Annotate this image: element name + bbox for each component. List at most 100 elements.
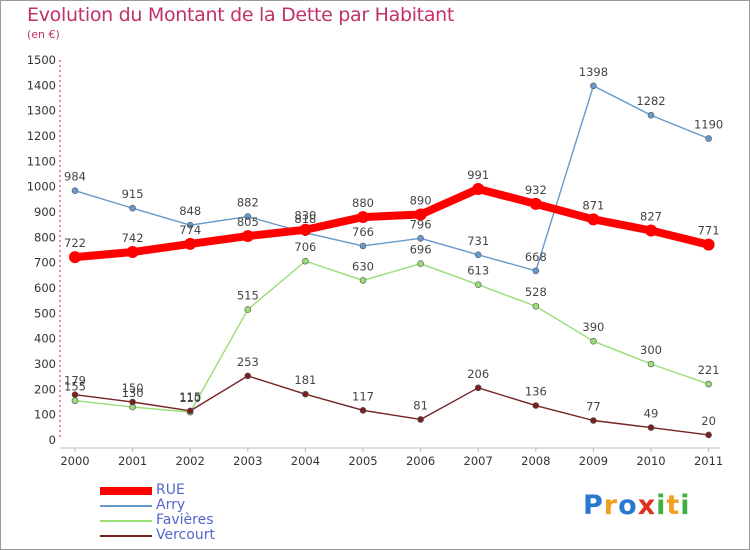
data-label-rue: 932 — [525, 183, 547, 197]
data-point-favières — [705, 380, 712, 388]
data-label-arry: 1282 — [636, 94, 665, 108]
series-line-favières — [74, 260, 710, 413]
data-point-arry — [71, 187, 79, 195]
x-tick-label: 2011 — [694, 454, 723, 468]
data-label-favières: 706 — [294, 240, 316, 254]
chart-unit-label: (en €) — [27, 28, 60, 41]
legend-item-rue: RUE — [100, 482, 300, 499]
data-label-arry: 882 — [237, 196, 259, 210]
data-label-favières: 221 — [698, 363, 720, 377]
data-label-rue: 991 — [467, 168, 489, 182]
data-label-rue: 871 — [582, 198, 604, 212]
data-point-favières — [474, 281, 482, 289]
data-label-vercourt: 150 — [122, 381, 144, 395]
data-label-rue: 830 — [294, 209, 316, 223]
x-tick-label: 2001 — [118, 454, 147, 468]
x-tick-label: 2008 — [521, 454, 550, 468]
data-label-rue: 722 — [64, 236, 86, 250]
data-label-rue: 805 — [237, 215, 259, 229]
logo-letter: x — [637, 490, 657, 521]
data-label-arry: 915 — [122, 187, 144, 201]
data-point-arry — [705, 135, 712, 142]
logo-letter: i — [656, 490, 667, 521]
data-point-rue — [414, 208, 427, 221]
y-tick-label: 1000 — [27, 180, 56, 194]
y-tick-label: 600 — [34, 281, 56, 295]
data-label-vercourt: 117 — [352, 389, 374, 403]
data-point-vercourt — [417, 416, 424, 423]
data-label-favières: 390 — [582, 320, 604, 334]
data-label-vercourt: 181 — [294, 373, 316, 387]
legend-swatch-rue — [100, 487, 152, 495]
data-label-vercourt: 253 — [237, 355, 259, 369]
data-label-vercourt: 49 — [644, 407, 659, 421]
legend-swatch-arry — [100, 505, 152, 507]
data-point-rue — [357, 211, 369, 224]
data-point-arry — [244, 213, 252, 220]
y-tick-label: 700 — [34, 256, 56, 270]
x-tick-label: 2000 — [60, 454, 89, 468]
data-label-favières: 155 — [64, 380, 86, 394]
data-point-vercourt — [474, 384, 482, 392]
data-point-vercourt — [590, 417, 597, 424]
data-label-rue: 742 — [122, 231, 144, 245]
data-point-vercourt — [186, 407, 194, 415]
data-point-vercourt — [71, 391, 79, 398]
data-label-favières: 613 — [467, 264, 489, 278]
data-label-favières: 130 — [122, 386, 144, 400]
data-label-arry: 668 — [525, 250, 547, 264]
proxiti-logo: Proxiti — [583, 490, 691, 521]
data-point-rue — [299, 223, 312, 236]
legend-label-arry: Arry — [156, 497, 186, 513]
data-point-arry — [186, 221, 194, 229]
y-tick-label: 1100 — [27, 154, 56, 168]
data-point-rue — [184, 237, 197, 250]
chart-title: Evolution du Montant de la Dette par Hab… — [27, 4, 455, 26]
logo-letter: t — [666, 490, 681, 521]
x-tick-label: 2004 — [291, 454, 320, 468]
data-label-arry: 818 — [294, 212, 316, 226]
y-tick-label: 300 — [34, 357, 56, 371]
x-tick-label: 2003 — [233, 454, 262, 468]
data-label-favières: 300 — [640, 343, 662, 357]
x-tick-label: 2002 — [176, 454, 205, 468]
legend-swatch-vercourt — [100, 535, 152, 537]
x-tick-label: 2010 — [636, 454, 665, 468]
data-label-rue: 771 — [698, 224, 720, 238]
y-tick-label: 0 — [49, 433, 56, 447]
x-tick-label: 2007 — [464, 454, 493, 468]
data-point-arry — [129, 204, 136, 212]
data-label-rue: 827 — [640, 209, 662, 223]
y-tick-label: 1500 — [27, 53, 56, 67]
logo-letter: P — [583, 490, 604, 521]
legend-item-vercourt: Vercourt — [100, 527, 300, 544]
legend-item-arry: Arry — [100, 497, 300, 514]
y-tick-label: 1400 — [27, 78, 56, 92]
series-line-rue — [71, 184, 713, 262]
data-point-favières — [359, 277, 367, 284]
data-label-vercourt: 179 — [64, 374, 86, 388]
data-label-favières: 696 — [410, 243, 432, 257]
logo-letter: r — [603, 490, 619, 521]
data-label-arry: 848 — [179, 204, 201, 218]
legend-swatch-favieres — [100, 520, 152, 522]
series-line-vercourt — [74, 375, 710, 436]
legend-label-vercourt: Vercourt — [156, 527, 215, 543]
data-point-rue — [472, 182, 485, 195]
legend-label-favieres: Favières — [156, 512, 214, 528]
data-label-favières: 515 — [237, 289, 259, 303]
data-point-arry — [590, 82, 597, 90]
data-point-rue — [529, 197, 542, 210]
x-tick-label: 2009 — [579, 454, 608, 468]
data-point-rue — [69, 251, 81, 264]
legend-label-rue: RUE — [156, 482, 185, 498]
data-label-vercourt: 77 — [586, 399, 601, 413]
data-point-arry — [532, 267, 540, 275]
series-line-arry — [74, 85, 710, 272]
data-label-rue: 774 — [179, 223, 201, 237]
data-label-rue: 890 — [410, 194, 432, 208]
data-point-arry — [417, 235, 424, 242]
data-point-vercourt — [532, 402, 540, 409]
data-point-arry — [647, 111, 655, 119]
